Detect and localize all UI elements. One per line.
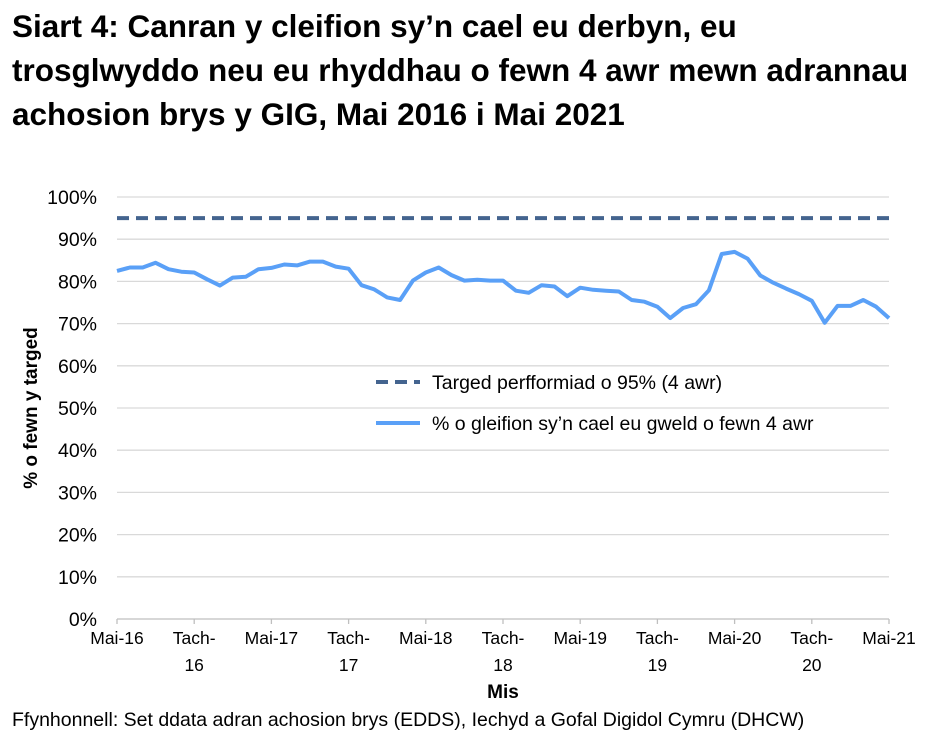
y-tick-label: 40% (58, 440, 97, 462)
x-tick-label: Tach- (790, 628, 833, 648)
y-tick-label: 10% (58, 567, 97, 589)
y-tick-label: 60% (58, 356, 97, 378)
x-tick-label: 19 (648, 655, 667, 675)
percent-seen-line (116, 249, 891, 325)
x-tick-label: Tach- (173, 628, 216, 648)
x-tick-label: Tach- (482, 628, 525, 648)
legend-label-percent: % o gleifion sy’n cael eu gweld o fewn 4… (432, 413, 814, 435)
x-tick-label: 20 (802, 655, 822, 675)
chart-title: Siart 4: Canran y cleifion sy’n cael eu … (12, 8, 909, 132)
x-tick-label: Mai-18 (399, 628, 453, 648)
legend-label-target: Targed perfformiad o 95% (4 awr) (432, 372, 722, 394)
y-tick-labels: 0% 10% 20% 30% 40% 50% 60% 70% 80% 90% 100% (47, 187, 97, 631)
x-tick-label: Tach- (636, 628, 679, 648)
y-tick-label: 50% (58, 398, 97, 420)
series-lines (116, 216, 891, 325)
x-tick-label: Mai-20 (708, 628, 762, 648)
y-tick-label: 100% (47, 187, 97, 209)
y-tick-label: 80% (58, 271, 97, 293)
x-tick-label: 18 (493, 655, 512, 675)
x-tick-label: Tach- (327, 628, 370, 648)
y-tick-label: 30% (58, 482, 97, 504)
x-tick-label: Mai-17 (245, 628, 299, 648)
y-tick-label: 20% (58, 525, 97, 547)
x-tick-labels: Mai-16 Tach- 16 Mai-17 Tach- 17 Mai-18 Tach- 18 M… (90, 619, 916, 675)
source-note: Ffynhonnell: Set ddata adran achosion br… (12, 709, 805, 731)
y-tick-label: 0% (69, 609, 97, 631)
x-tick-label: 16 (184, 655, 203, 675)
x-tick-label: Mai-19 (553, 628, 607, 648)
y-tick-label: 90% (58, 229, 97, 251)
x-tick-label: 17 (339, 655, 358, 675)
legend: Targed perfformiad o 95% (4 awr) % o gle… (376, 372, 814, 435)
x-axis-label: Mis (487, 682, 519, 703)
y-tick-label: 70% (58, 314, 97, 336)
y-axis-label: % o fewn y targed (21, 327, 42, 489)
gridlines (117, 196, 889, 620)
x-tick-label: Mai-16 (90, 628, 144, 648)
x-tick-label: Mai-21 (862, 628, 916, 648)
